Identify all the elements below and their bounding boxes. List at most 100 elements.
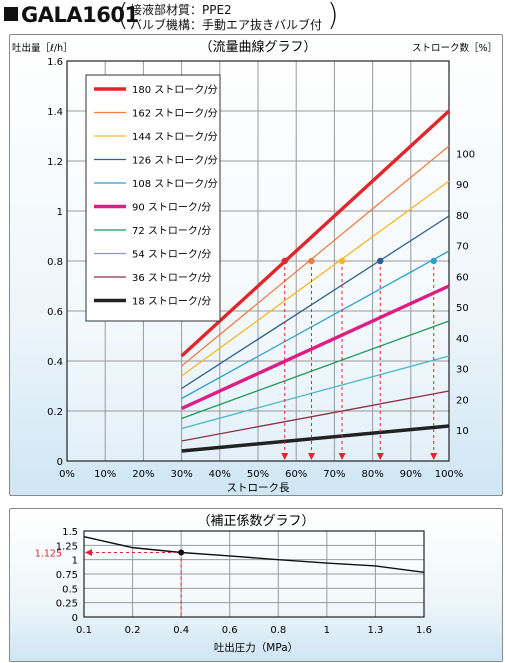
x-axis-label: 吐出圧力（MPa） — [214, 641, 298, 654]
marker-point — [281, 257, 288, 265]
x-tick-label: 40% — [209, 469, 231, 480]
y-tick-label: 1.25 — [56, 541, 78, 552]
square-bullet-icon — [4, 7, 18, 21]
y-tick-label: 1.6 — [47, 57, 63, 68]
model-title: GALA1601 — [4, 3, 139, 27]
y-tick-label: 0.8 — [47, 257, 63, 268]
x-tick-label: 30% — [170, 469, 192, 480]
x-tick-label: 10% — [94, 469, 116, 480]
y2-tick-label: 30 — [456, 365, 469, 376]
left-arrow-icon — [85, 549, 92, 556]
flow-curve-panel: 0% 10% 20% 30% 40% 50% 60% 70% 80% 90% 100% 0 0.2 0.4… — [9, 34, 503, 496]
x-tick-label: 90% — [400, 469, 422, 480]
header: GALA1601 ( 接液部材質：PPE2 バルブ機構：手動エア抜きバルブ付 ) — [0, 0, 505, 34]
marker-point — [430, 257, 437, 265]
x-tick-label: 0.2 — [125, 625, 141, 636]
legend-label: 18 ストローク/分 — [132, 296, 211, 308]
y-tick-label: 0.2 — [47, 407, 63, 418]
series-line-6 — [181, 320, 450, 420]
flow-curve-chart: 0% 10% 20% 30% 40% 50% 60% 70% 80% 90% 100% 0 0.2 0.4… — [12, 39, 497, 494]
y-tick-label: 0.75 — [56, 570, 78, 581]
y-tick-label: 0.4 — [47, 357, 63, 368]
y2-tick-label: 100 — [456, 149, 475, 160]
series-line-5 — [180, 284, 450, 411]
down-arrow-icon — [307, 453, 315, 460]
marker-point — [377, 257, 384, 265]
highlight-value-label: 1.125 — [35, 549, 62, 560]
series-line-1 — [181, 145, 450, 367]
legend-label: 72 ストローク/分 — [132, 225, 211, 237]
y2-tick-label: 50 — [456, 303, 469, 314]
series-line-7 — [181, 355, 450, 430]
series-line-3 — [181, 215, 450, 390]
y2-tick-label: 20 — [456, 395, 469, 406]
x-tick-label: 50% — [247, 469, 269, 480]
marker-point — [308, 257, 315, 265]
x-tick-label: 0.1 — [76, 625, 92, 636]
legend-label: 162 ストローク/分 — [132, 108, 218, 120]
y-axis-label: 吐出量［ℓ/h］ — [12, 42, 73, 54]
highlight-point — [178, 549, 185, 556]
correction-curve — [83, 536, 425, 573]
chart-title: （流量曲線グラフ） — [199, 39, 316, 55]
y-tick-label: 0 — [57, 457, 63, 468]
y-tick-label: 1.4 — [47, 107, 63, 118]
x-tick-label: 70% — [323, 469, 345, 480]
down-arrow-icon — [338, 453, 346, 460]
correction-factor-chart: 0.1 0.2 0.4 0.6 0.8 1 1.3 1.600.250.50.7511.251… — [35, 514, 432, 654]
x-tick-label: 80% — [361, 469, 383, 480]
legend-label: 108 ストローク/分 — [132, 178, 218, 190]
valve-spec: バルブ機構：手動エア抜きバルブ付 — [130, 18, 323, 32]
chart-title: （補正係数グラフ） — [197, 514, 314, 529]
y-tick-label: 0 — [72, 613, 78, 624]
x-tick-label: 0.6 — [222, 625, 238, 636]
series-line-2 — [181, 180, 450, 377]
legend-label: 90 ストローク/分 — [132, 202, 211, 214]
x-tick-label: 60% — [285, 469, 307, 480]
legend-box — [85, 74, 221, 322]
series-line-4 — [181, 250, 450, 400]
plot-frame — [66, 60, 450, 462]
x-tick-label: 1.6 — [416, 625, 432, 636]
legend-label: 180 ストローク/分 — [132, 84, 218, 96]
plot-frame — [83, 530, 425, 618]
series-line-8 — [181, 390, 450, 442]
legend-label: 126 ストローク/分 — [132, 155, 218, 167]
y-tick-label: 1.5 — [62, 527, 78, 538]
x-axis-label: ストローク長 — [227, 482, 290, 494]
y2-tick-label: 90 — [456, 180, 469, 191]
x-tick-label: 100% — [435, 469, 464, 480]
y2-tick-label: 70 — [456, 242, 469, 253]
y-tick-label: 0.5 — [62, 584, 78, 595]
series-line-0 — [180, 109, 451, 358]
y2-axis-label: ストローク数［%］ — [412, 42, 497, 54]
marker-point — [338, 257, 346, 265]
left-paren: ( — [117, 0, 129, 33]
y-tick-label: 1 — [57, 207, 63, 218]
down-arrow-icon — [376, 453, 384, 460]
y2-tick-label: 10 — [456, 426, 469, 437]
x-tick-label: 20% — [132, 469, 154, 480]
material-spec: 接液部材質：PPE2 — [130, 3, 232, 17]
legend-label: 36 ストローク/分 — [132, 272, 211, 284]
series-line-9 — [181, 424, 450, 453]
x-tick-label: 0.8 — [270, 625, 286, 636]
y2-tick-label: 80 — [456, 211, 469, 222]
y-tick-label: 0.25 — [56, 599, 78, 610]
down-arrow-icon — [281, 453, 289, 460]
y2-tick-label: 40 — [456, 334, 469, 345]
x-tick-label: 1 — [324, 625, 330, 636]
y-tick-label: 0.6 — [47, 307, 63, 318]
x-tick-label: 0.4 — [173, 625, 189, 636]
down-arrow-icon — [430, 453, 438, 460]
right-paren: ) — [327, 0, 339, 33]
correction-factor-panel: 0.1 0.2 0.4 0.6 0.8 1 1.3 1.6 0 0.25 0.5 0.75 1 1.25 1… — [9, 508, 503, 662]
y-tick-label: 1.2 — [47, 157, 63, 168]
x-tick-label: 0% — [59, 469, 75, 480]
legend-label: 144 ストローク/分 — [132, 131, 218, 143]
model-name: GALA1601 — [21, 3, 139, 27]
y-tick-label: 1 — [72, 556, 78, 567]
y2-tick-label: 60 — [456, 272, 469, 283]
legend-label: 54 ストローク/分 — [132, 249, 211, 261]
x-tick-label: 1.3 — [367, 625, 383, 636]
